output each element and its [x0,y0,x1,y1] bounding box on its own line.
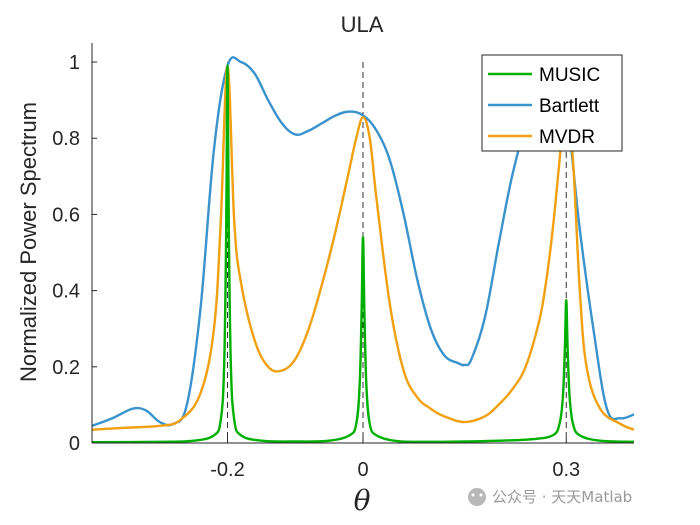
plot-area: -0.2 0 0.3 0 0.2 0.4 0.6 0.8 1 [52,43,635,481]
x-tick-label: 0 [357,459,368,481]
legend-box [481,54,623,152]
y-tick-label: 1 [69,52,80,74]
y-axis-label: Normalized Power Spectrum [16,102,41,382]
legend-label-bartlett: Bartlett [539,96,600,117]
wechat-icon [468,488,486,506]
x-ticks: -0.2 0 0.3 [210,438,580,481]
series-line-music [91,64,635,444]
legend-items: MUSIC Bartlett MVDR [488,65,600,148]
watermark-text: 公众号 · 天天Matlab [492,488,632,506]
y-tick-label: 0.2 [52,357,80,379]
x-tick-label: -0.2 [210,459,244,481]
legend: MUSIC Bartlett MVDR [481,54,623,152]
wechat-icon-eye-left [471,493,475,497]
wechat-icon-eye-right [479,493,483,497]
x-axis-label: θ [354,484,371,517]
y-tick-label: 0.6 [52,204,80,226]
watermark: 公众号 · 天天Matlab [468,488,632,506]
chart-title: ULA [341,12,384,37]
legend-label-mvdr: MVDR [539,127,595,148]
legend-label-music: MUSIC [539,65,600,86]
y-tick-label: 0 [69,433,80,455]
y-tick-label: 0.8 [52,128,80,150]
y-ticks: 0 0.2 0.4 0.6 0.8 1 [52,52,97,455]
x-tick-label: 0.3 [552,459,580,481]
y-tick-label: 0.4 [52,281,80,303]
